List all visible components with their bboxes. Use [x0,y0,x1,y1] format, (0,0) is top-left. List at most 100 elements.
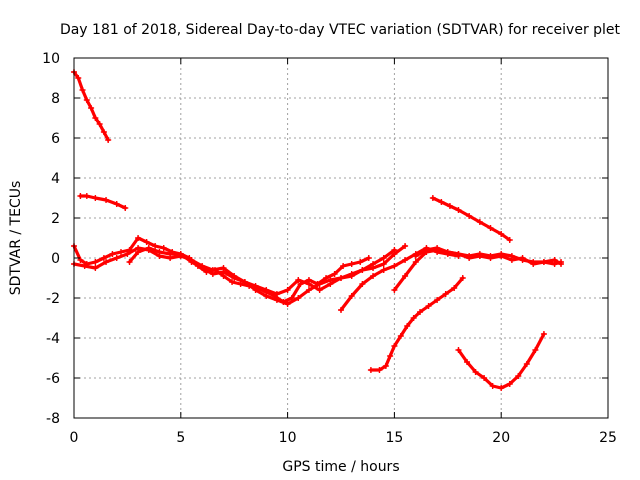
y-tick-label: -2 [46,291,60,307]
series-line [339,246,461,312]
data-point-marker [365,255,372,261]
data-point-marker [75,75,82,81]
series-line [431,196,512,242]
series-arc-5 [126,243,409,297]
data-point-marker [83,193,90,199]
data-point-marker [103,259,110,265]
data-point-marker [519,255,526,261]
data-point-marker [402,273,409,279]
data-point-marker [391,287,398,293]
data-point-marker [472,369,479,375]
data-point-marker [402,243,409,249]
data-point-marker [370,273,377,279]
data-point-marker [417,309,424,315]
data-point-marker [551,257,558,263]
data-point-marker [100,129,107,135]
data-point-marker [455,207,462,213]
data-point-marker [338,307,344,313]
data-point-marker [220,269,227,275]
data-point-marker [402,257,409,263]
x-axis-label: GPS time / hours [282,459,399,475]
series-line [369,276,465,372]
data-point-marker [489,383,496,389]
data-point-marker [487,255,494,261]
data-point-marker [540,259,547,265]
data-point-marker [508,257,515,263]
series-layer [71,69,565,391]
x-tick-label: 25 [599,430,617,446]
data-point-marker [122,205,129,211]
data-point-marker [295,277,302,283]
data-point-marker [380,255,387,261]
data-point-marker [273,291,280,297]
data-point-marker [476,253,483,259]
series-arc-10 [367,275,466,373]
data-point-marker [124,251,131,257]
y-tick-label: 8 [51,91,60,107]
data-point-marker [103,197,110,203]
data-point-marker [284,287,291,293]
data-point-marker [412,253,419,259]
y-tick-label: -6 [46,371,60,387]
y-tick-label: 0 [51,251,60,267]
y-tick-label: -4 [46,331,60,347]
chart-title: Day 181 of 2018, Sidereal Day-to-day VTE… [60,22,621,38]
data-point-marker [455,347,462,353]
data-point-marker [156,249,163,255]
data-point-marker [135,249,142,255]
data-point-marker [532,347,539,353]
data-point-marker [423,247,430,253]
data-point-marker [348,271,355,277]
data-point-marker [284,301,291,307]
data-point-marker [229,279,236,285]
data-point-marker [143,239,150,245]
data-point-marker [429,195,436,201]
data-point-marker [380,267,387,273]
y-tick-label: 4 [51,171,60,187]
y-tick-label: 2 [51,211,60,227]
data-point-marker [305,287,312,293]
data-point-marker [83,97,90,103]
data-point-marker [113,255,120,261]
data-point-marker [498,385,505,391]
series-arc-1 [71,69,112,143]
data-point-marker [81,263,88,269]
x-tick-label: 15 [385,430,403,446]
data-point-marker [367,367,374,373]
data-point-marker [152,243,159,249]
y-axis-label: SDTVAR / TECUs [8,181,24,296]
data-point-marker [305,281,312,287]
data-point-marker [451,285,458,291]
data-point-marker [391,263,398,269]
plot-frame [73,57,609,419]
data-point-marker [434,245,441,251]
data-point-marker [77,257,84,263]
data-point-marker [135,235,142,241]
data-point-marker [88,105,95,111]
data-point-marker [92,259,99,265]
data-point-marker [338,275,344,281]
data-point-marker [487,225,494,231]
data-point-marker [498,253,505,259]
axis-ticks: 0 5 10 15 20 25 -8 -6 -4 -2 0 2 4 6 8 10 [42,51,617,446]
y-tick-label: 10 [42,51,60,67]
data-point-marker [506,237,513,243]
data-point-marker [113,201,120,207]
x-tick-label: 5 [176,430,185,446]
data-point-marker [316,281,323,287]
data-point-marker [558,261,565,267]
data-point-marker [434,297,441,303]
data-point-marker [442,291,449,297]
data-point-marker [455,251,462,257]
data-point-marker [109,251,116,257]
data-point-marker [397,333,404,339]
data-point-marker [209,271,216,277]
x-tick-label: 20 [492,430,510,446]
data-point-marker [327,281,334,287]
data-point-marker [444,249,451,255]
data-point-marker [464,359,471,365]
data-point-marker [160,245,167,251]
data-point-marker [359,267,366,273]
data-point-marker [530,261,537,267]
